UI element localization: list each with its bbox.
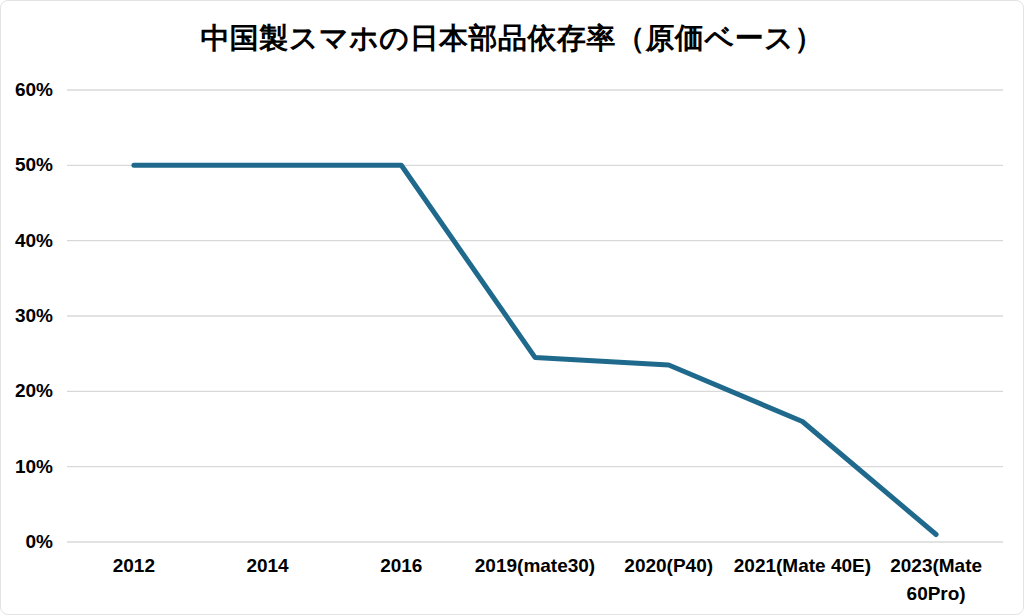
chart-frame: 中国製スマホの日本部品依存率（原価ベース） 60%50%40%30%20%10%… [0,0,1024,615]
data-line [134,165,936,534]
y-axis-tick-label: 30% [1,303,53,329]
y-axis-tick-label: 60% [1,77,53,103]
x-axis-tick-label: 2020(P40) [594,552,744,580]
x-axis-tick-label: 2021(Mate 40E) [727,552,877,580]
x-axis-tick-label: 2014 [193,552,343,580]
line-chart-plot [1,1,1024,615]
y-axis-tick-label: 0% [1,529,53,555]
y-axis-tick-label: 50% [1,152,53,178]
y-axis-tick-label: 10% [1,454,53,480]
x-axis-tick-label: 2012 [59,552,209,580]
y-axis-tick-label: 20% [1,378,53,404]
x-axis-tick-label: 2019(mate30) [460,552,610,580]
x-axis-tick-label: 2016 [326,552,476,580]
y-axis-tick-label: 40% [1,228,53,254]
x-axis-tick-label: 2023(Mate 60Pro) [880,552,992,608]
